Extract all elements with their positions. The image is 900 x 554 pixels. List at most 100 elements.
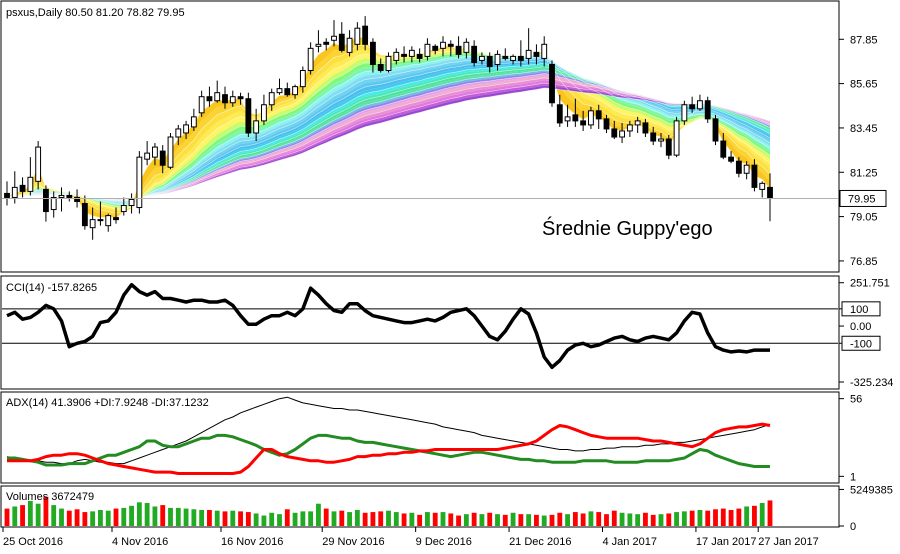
cci-levels [2,308,838,344]
candle [43,185,49,222]
x-tick-label: 21 Dec 2016 [509,536,571,548]
candle [354,22,361,51]
volume-bar [152,506,158,526]
cci-tick-label: -325.234 [850,377,893,389]
price-tick-label: 76.85 [850,256,878,268]
volume-bar [27,500,33,526]
cci-tick-label: 100 [850,304,868,316]
candle [393,48,400,65]
candle [603,114,610,133]
volume-bar [284,509,290,526]
volume-bar [518,514,524,526]
candle [50,191,57,218]
candle [416,48,423,63]
volume-bar [253,513,259,526]
volume-bar [191,509,197,526]
candle [564,104,571,127]
candle [66,191,73,202]
volume-bar [66,510,72,526]
candle [572,98,579,127]
candle [338,22,345,53]
candle [346,30,353,57]
volume-bar [619,512,625,526]
candle [183,120,189,140]
candle [19,177,26,198]
candle [634,116,641,133]
volume-bar [113,508,119,526]
volume-bar [136,502,142,526]
candle [315,30,322,53]
candle [697,94,703,111]
guppy-band [7,63,770,202]
volume-bar [160,505,166,526]
volume-bar [635,514,641,526]
volume-bar [386,510,391,526]
volume-bar [713,509,718,526]
candle [284,82,291,97]
candle [712,114,719,146]
last-price-box [839,189,887,207]
volume-bar [456,515,461,526]
candle [502,48,509,61]
x-tick-label: 27 Jan 2017 [758,536,819,548]
candle [377,58,384,73]
volume-bar [744,506,750,526]
volume-bar [409,512,415,526]
candle [198,90,205,117]
volume-bar [549,514,555,526]
volume-bar [378,511,384,526]
volume-bar [292,512,298,526]
volume-bar [572,512,578,526]
candle [611,120,618,140]
candle [455,36,462,59]
cci-panel [0,275,840,390]
candle [206,86,213,107]
volume-bar [752,505,757,526]
price-panel-header: psxus,Daily 80.50 81.20 78.82 79.95 [6,7,185,19]
x-tick-label: 25 Oct 2016 [3,536,63,548]
volume-bar [98,509,103,526]
volume-bar [370,512,376,526]
volume-bar [144,503,150,526]
volume-bar [736,508,742,526]
volume-bar [354,509,360,526]
x-tick-label: 29 Nov 2016 [322,536,384,548]
volume-bar [51,505,57,526]
candle [681,100,688,125]
volume-bar [121,507,127,526]
candle [35,141,42,190]
candle [362,16,369,51]
guppy-band [7,56,770,204]
adx-panel-header: ADX(14) 41.3906 +DI:7.9248 -DI:37.1232 [6,397,209,409]
cci-panel-header: CCI(14) -157.8265 [6,282,97,294]
candle [81,195,88,230]
volume-bar [705,510,711,526]
candle [370,38,376,73]
volume-bar [269,512,275,526]
candle [229,90,236,107]
candle [658,132,664,148]
volume-bar [440,512,446,526]
candle [689,96,696,113]
volume-bar [495,514,500,526]
candle [144,141,151,166]
volume-bar [230,510,236,526]
volume-bar [697,509,703,526]
volume-bar [448,513,454,526]
volume-bar [90,511,96,526]
candle [299,66,306,93]
candle [673,116,680,158]
candle [580,110,587,131]
x-tick-label: 17 Jan 2017 [696,536,757,548]
candle [120,197,127,216]
candle [401,46,407,63]
candle [720,132,727,160]
candle [331,20,337,47]
cci-level-box [841,335,881,351]
candle [743,161,750,180]
volume-bar [207,509,212,526]
candle [408,46,415,63]
candle [665,134,672,160]
volume-bar [175,507,181,526]
volume-bar [502,514,508,526]
